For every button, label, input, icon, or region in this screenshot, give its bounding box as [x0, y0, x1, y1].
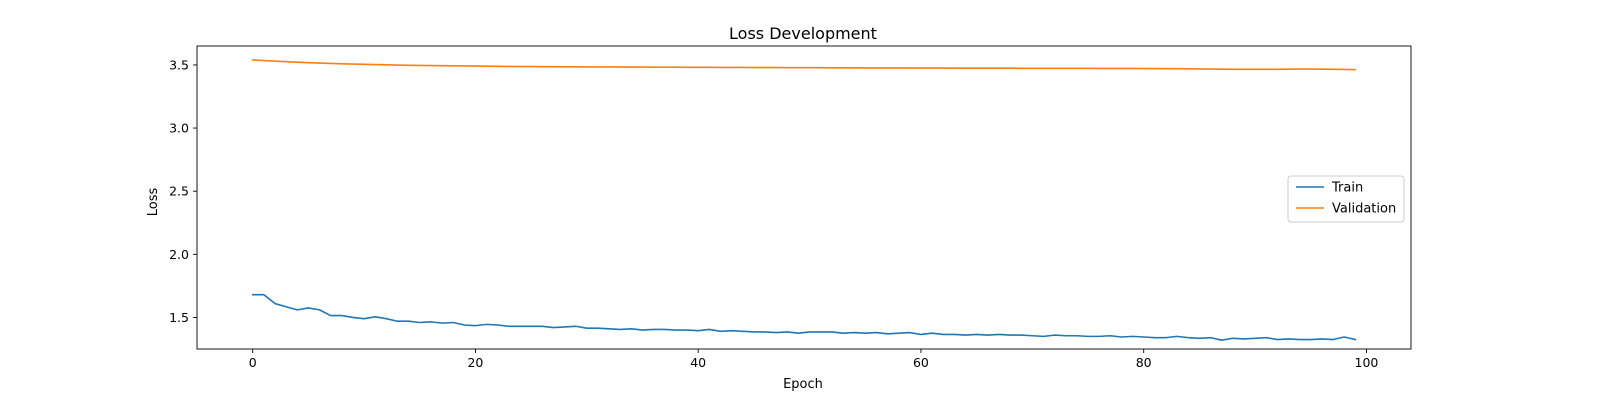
legend-label-validation: Validation: [1332, 202, 1396, 217]
axes: 0 20 40 60 80 100 1.5 2.0 2.5 3.0 3.5: [169, 45, 1412, 370]
y-tick-label: 3.5: [169, 57, 189, 72]
legend: Train Validation: [1287, 175, 1405, 223]
y-axis-label: Loss: [146, 188, 161, 217]
y-tick-label: 2.0: [169, 247, 189, 262]
x-tick-label: 100: [1355, 355, 1379, 370]
axes-frame: [196, 45, 1412, 350]
chart-title: Loss Development: [729, 24, 877, 43]
x-tick-label: 0: [249, 355, 257, 370]
series-line-validation: [251, 59, 1357, 71]
y-tick-label: 2.5: [169, 184, 189, 199]
x-tick-label: 60: [913, 355, 929, 370]
series-line-train: [251, 293, 1357, 341]
x-tick-label: 40: [690, 355, 706, 370]
plot-area: [251, 59, 1357, 341]
legend-label-train: Train: [1331, 181, 1363, 196]
x-tick-label: 80: [1136, 355, 1152, 370]
y-tick-label: 1.5: [169, 310, 189, 325]
x-tick-label: 20: [467, 355, 483, 370]
y-tick-label: 3.0: [169, 121, 189, 136]
x-axis-label: Epoch: [783, 377, 823, 392]
